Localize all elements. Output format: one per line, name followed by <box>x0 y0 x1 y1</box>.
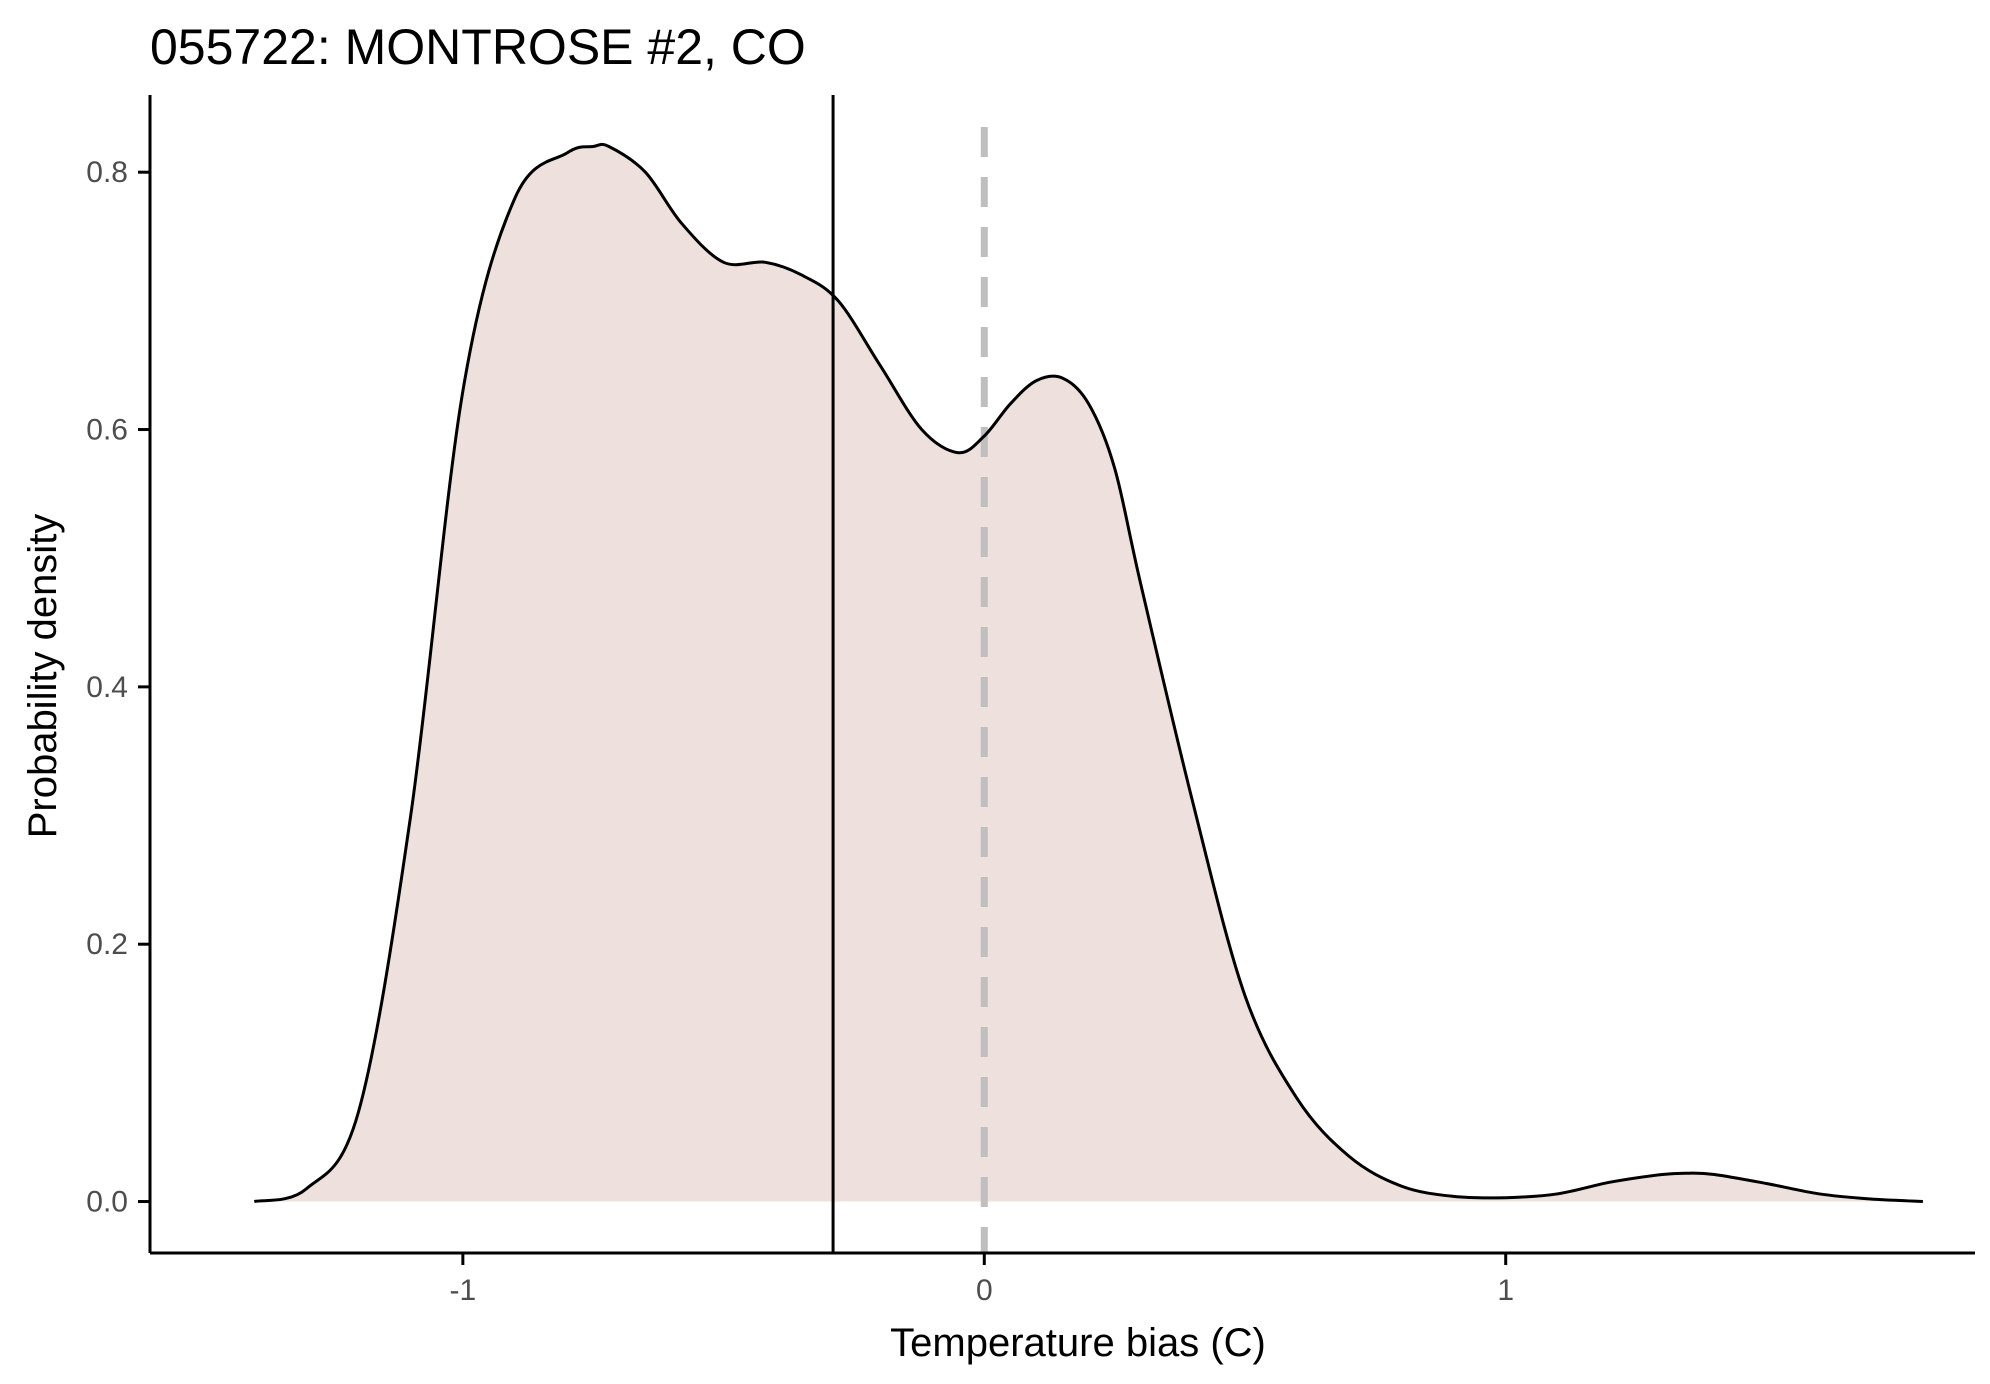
x-axis-ticks: -1 0 1 <box>450 1253 1514 1307</box>
y-tick-label: 0.0 <box>86 1186 128 1219</box>
y-tick-label: 0.6 <box>86 414 128 447</box>
x-tick-label: 1 <box>1497 1274 1514 1307</box>
x-tick-label: -1 <box>450 1274 477 1307</box>
density-fill <box>254 144 1923 1202</box>
y-tick-label: 0.2 <box>86 928 128 961</box>
y-axis-title: Probability density <box>21 514 65 839</box>
density-curve <box>253 142 1923 1203</box>
y-tick-label: 0.4 <box>86 671 128 704</box>
plot-area <box>253 95 1923 1253</box>
x-tick-label: 0 <box>976 1274 993 1307</box>
x-axis-title: Temperature bias (C) <box>890 1321 1266 1365</box>
y-tick-label: 0.8 <box>86 156 128 189</box>
y-axis-ticks: 0.0 0.2 0.4 0.6 0.8 <box>86 156 150 1219</box>
chart-title: 055722: MONTROSE #2, CO <box>150 19 806 75</box>
